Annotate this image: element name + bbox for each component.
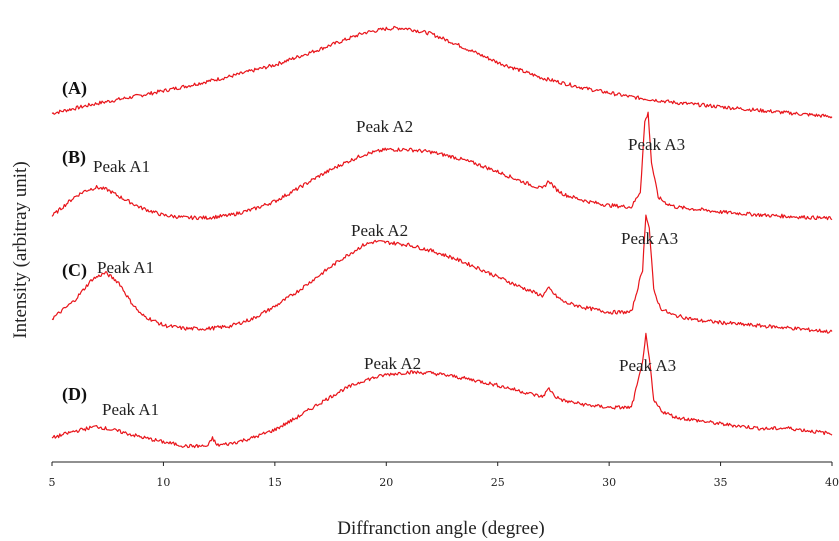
x-tick-label-40: 40 [825,476,839,489]
x-tick-label-30: 30 [602,476,616,489]
series-line-d [51,332,833,449]
x-tick-label-35: 35 [714,476,728,489]
peak-label-b-a2: Peak A2 [356,117,413,136]
x-tick-label-15: 15 [268,476,282,489]
peak-label-d-a3: Peak A3 [619,356,676,375]
peak-label-b-a3: Peak A3 [628,135,685,154]
series-line-c [51,214,833,334]
peak-label-d-a2: Peak A2 [364,354,421,373]
series-label-d: (D) [62,384,87,405]
series-label-c: (C) [62,260,87,281]
y-axis-title: Intensity (arbitray unit) [10,161,31,338]
x-tick-label-5: 5 [49,476,56,489]
x-axis-title: Diffranction angle (degree) [337,518,545,539]
series-traces [51,25,833,449]
series-line-a [51,25,833,119]
peak-label-d-a1: Peak A1 [102,400,159,419]
series-label-a: (A) [62,78,87,99]
x-axis-ticks: 5 10 15 20 25 30 35 40 [49,462,839,489]
peak-label-c-a3: Peak A3 [621,229,678,248]
x-tick-label-25: 25 [491,476,505,489]
peak-label-c-a2: Peak A2 [351,221,408,240]
series-label-b: (B) [62,147,86,168]
x-tick-label-20: 20 [379,476,393,489]
series-line-b [51,111,833,221]
peak-label-c-a1: Peak A1 [97,258,154,277]
x-tick-label-10: 10 [156,476,170,489]
peak-label-b-a1: Peak A1 [93,157,150,176]
